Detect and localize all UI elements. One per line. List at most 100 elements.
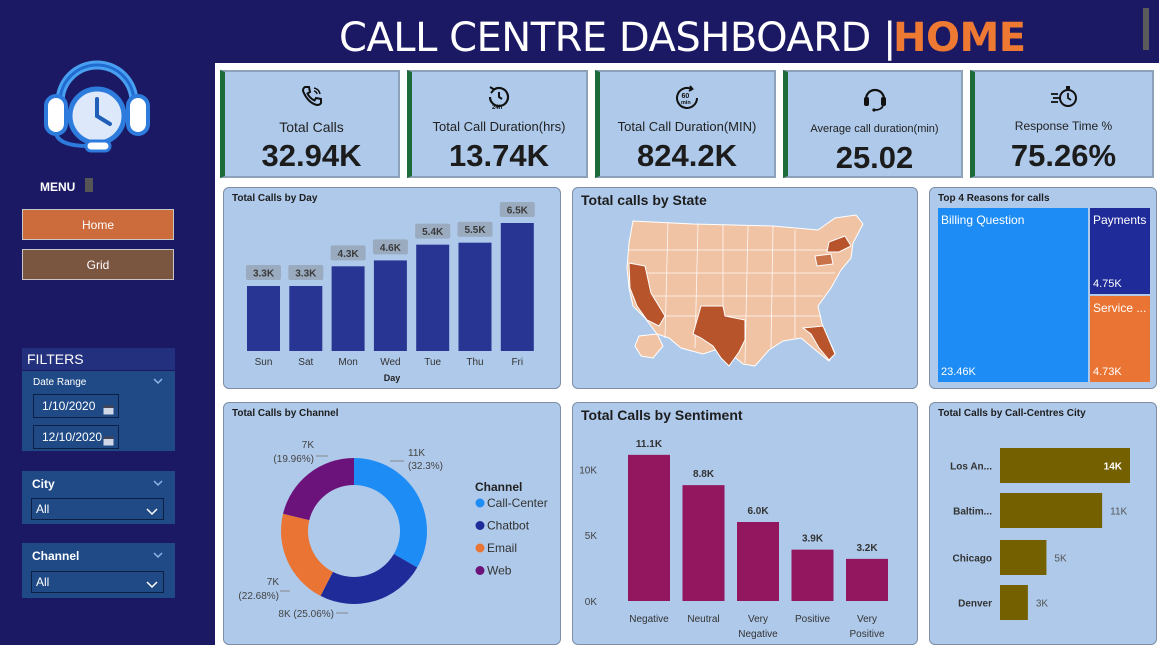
filters-label: FILTERS bbox=[22, 348, 175, 370]
menu-toggle[interactable] bbox=[85, 178, 93, 192]
sentiment-bar[interactable] bbox=[682, 485, 725, 601]
tile-value: 23.46K bbox=[941, 366, 976, 378]
calendar-icon[interactable] bbox=[103, 400, 114, 422]
data-label: 5.5K bbox=[464, 225, 486, 236]
state-alaska[interactable] bbox=[634, 333, 664, 359]
day-bar[interactable] bbox=[289, 286, 323, 351]
day-bar[interactable] bbox=[247, 286, 280, 351]
donut-slice[interactable] bbox=[283, 458, 354, 521]
panel-title: Top 4 Reasons for calls bbox=[938, 193, 1050, 204]
legend-item[interactable]: Web bbox=[487, 564, 512, 578]
slice-label: 7K bbox=[267, 577, 280, 588]
data-label: 3.9K bbox=[802, 534, 824, 545]
slice-pct: (22.68%) bbox=[238, 591, 279, 602]
day-bar[interactable] bbox=[416, 244, 450, 351]
data-label: 11.1K bbox=[636, 439, 663, 450]
kpi-card-response-time: Response Time % 75.26% bbox=[970, 70, 1154, 178]
kpi-value: 13.74K bbox=[449, 138, 549, 173]
day-bar[interactable] bbox=[373, 260, 407, 351]
donut-slice[interactable] bbox=[320, 554, 418, 604]
x-tick-label: Thu bbox=[466, 357, 483, 368]
donut-slice[interactable] bbox=[354, 458, 427, 568]
day-bar[interactable] bbox=[500, 223, 534, 351]
data-label-bg bbox=[330, 245, 366, 261]
kpi-label: Average call duration(min) bbox=[810, 123, 939, 135]
day-bar[interactable] bbox=[331, 266, 365, 351]
sentiment-bar[interactable] bbox=[791, 549, 834, 601]
x-tick-label: Neutral bbox=[687, 614, 719, 625]
grid-button[interactable]: Grid bbox=[22, 249, 174, 280]
treemap-tile-billing[interactable]: Billing Question 23.46K bbox=[938, 208, 1088, 382]
legend-item[interactable]: Call-Center bbox=[487, 496, 548, 510]
calls-by-city-panel: Total Calls by Call-Centres City Los An.… bbox=[929, 402, 1157, 645]
kpi-value: 75.26% bbox=[1010, 138, 1117, 173]
us-map[interactable] bbox=[573, 188, 919, 390]
data-label-bg bbox=[288, 265, 324, 281]
svg-text:24h: 24h bbox=[492, 105, 503, 110]
start-date-input[interactable]: 1/10/2020 bbox=[33, 394, 119, 418]
legend-item[interactable]: Chatbot bbox=[487, 519, 530, 533]
kpi-label: Total Call Duration(hrs) bbox=[432, 119, 566, 134]
state-texas[interactable] bbox=[692, 305, 746, 367]
city-bar[interactable] bbox=[1000, 448, 1130, 483]
kpi-card-duration-hrs: 24h Total Call Duration(hrs) 13.74K bbox=[407, 70, 588, 178]
calls-by-sentiment-panel: Total Calls by Sentiment 0K 5K 10K 11.1K Neg… bbox=[572, 402, 918, 645]
x-tick-label: Wed bbox=[380, 357, 400, 368]
treemap-tile-payments[interactable]: Payments 4.75K bbox=[1090, 208, 1150, 294]
legend-swatch bbox=[475, 521, 485, 530]
calls-by-day-panel: Total Calls by Day 3.3K Sun 3.3K Sat 4.3K Mon… bbox=[223, 187, 561, 389]
calendar-icon[interactable] bbox=[103, 431, 114, 453]
chevron-down-icon[interactable] bbox=[152, 373, 164, 391]
kpi-value: 32.94K bbox=[261, 138, 362, 173]
data-label: 14K bbox=[1104, 462, 1123, 473]
data-label: 3.3K bbox=[295, 269, 317, 280]
kpi-label: Response Time % bbox=[1014, 119, 1113, 133]
headset-icon bbox=[788, 84, 961, 117]
phone-icon bbox=[225, 84, 398, 113]
tile-name: Billing Question bbox=[941, 213, 1025, 227]
channel-select-value: All bbox=[36, 575, 50, 589]
x-tick-label: Negative bbox=[738, 629, 778, 640]
data-label: 4.3K bbox=[338, 249, 360, 260]
state-pennsylvania[interactable] bbox=[814, 253, 834, 267]
state-new-york[interactable] bbox=[826, 235, 852, 253]
legend-item[interactable]: Email bbox=[487, 541, 517, 555]
sentiment-bar[interactable] bbox=[737, 522, 779, 601]
end-date-input[interactable]: 12/10/2020 bbox=[33, 425, 119, 449]
x-tick-label: Very bbox=[857, 614, 877, 625]
city-bar[interactable] bbox=[1000, 540, 1047, 575]
state-california[interactable] bbox=[628, 262, 666, 327]
donut-slice[interactable] bbox=[281, 513, 333, 596]
data-label: 3.2K bbox=[856, 543, 878, 554]
data-label: 4.6K bbox=[380, 243, 402, 254]
60min-timer-icon: 60 min bbox=[600, 84, 774, 117]
page-title: CALL CENTRE DASHBOARD | HOME bbox=[215, 14, 1159, 62]
title-accent: HOME bbox=[893, 15, 1026, 61]
data-label: 5.4K bbox=[422, 227, 444, 238]
city-select[interactable]: All bbox=[31, 498, 164, 520]
city-bar[interactable] bbox=[1000, 585, 1028, 620]
data-label: 6.0K bbox=[747, 506, 769, 517]
x-tick-label: Fri bbox=[511, 357, 523, 368]
panel-title: Total calls by State bbox=[581, 192, 707, 208]
sentiment-bar[interactable] bbox=[628, 454, 670, 601]
x-tick-label: Negative bbox=[629, 614, 669, 625]
day-bar[interactable] bbox=[458, 242, 492, 351]
home-button[interactable]: Home bbox=[22, 209, 174, 240]
city-bar[interactable] bbox=[1000, 493, 1103, 528]
channel-label: Channel bbox=[32, 549, 80, 563]
sentiment-bar[interactable] bbox=[846, 558, 888, 601]
panel-title: Total Calls by Sentiment bbox=[581, 407, 743, 423]
x-axis-label: Day bbox=[384, 373, 401, 383]
treemap-tile-service[interactable]: Service ... 4.73K bbox=[1090, 296, 1150, 382]
channel-select[interactable]: All bbox=[31, 571, 164, 593]
headset-clock-icon bbox=[42, 46, 152, 156]
chevron-down-icon[interactable] bbox=[152, 475, 164, 493]
chevron-down-icon[interactable] bbox=[152, 547, 164, 565]
kpi-value: 25.02 bbox=[835, 140, 914, 175]
kpi-label: Total Call Duration(MIN) bbox=[617, 119, 757, 134]
calls-by-channel-panel: Total Calls by Channel 11K (32.3%) 8K (25.… bbox=[223, 402, 561, 645]
svg-text:min: min bbox=[681, 100, 691, 106]
slice-label: 8K (25.06%) bbox=[278, 609, 334, 620]
state-florida[interactable] bbox=[801, 325, 836, 361]
